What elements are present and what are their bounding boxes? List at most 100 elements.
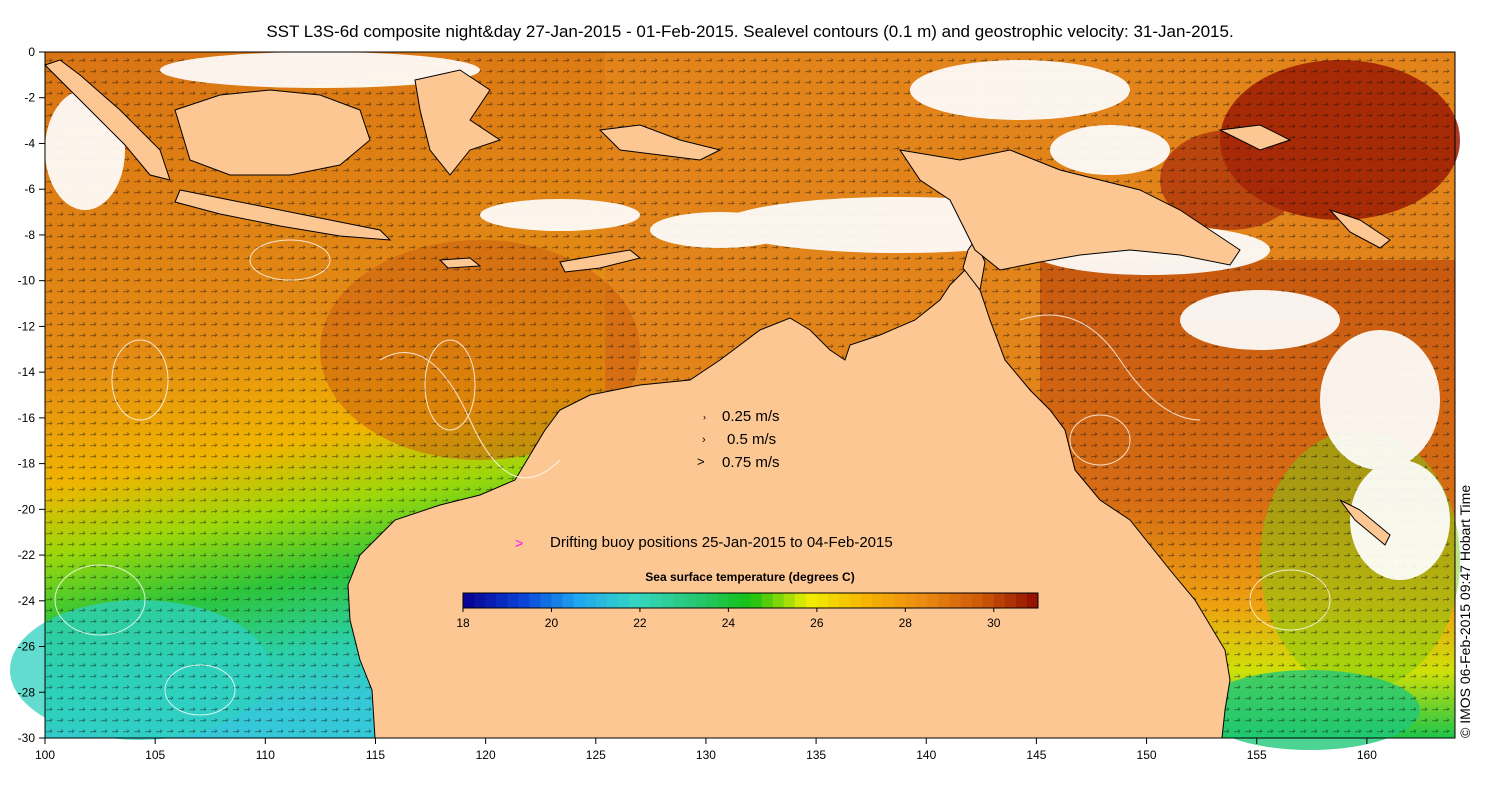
velocity-key-arrow: › bbox=[702, 434, 706, 446]
colorbar-cell bbox=[573, 593, 586, 608]
colorbar-cell bbox=[474, 593, 486, 608]
y-tick-label: -4 bbox=[24, 136, 35, 150]
colorbar-cell bbox=[684, 593, 696, 608]
y-tick-label: -12 bbox=[18, 319, 36, 333]
colorbar-cell bbox=[540, 593, 552, 608]
velocity-key-arrow: > bbox=[697, 454, 705, 469]
colorbar-cell bbox=[794, 593, 807, 608]
colorbar-cell bbox=[695, 593, 707, 608]
colorbar-tick-label: 22 bbox=[633, 616, 647, 630]
land-australia bbox=[347, 269, 1231, 739]
colorbar-cell bbox=[529, 593, 541, 608]
colorbar-cell bbox=[949, 593, 962, 608]
colorbar-frame bbox=[462, 592, 1039, 609]
y-tick-label: -26 bbox=[18, 640, 36, 654]
colorbar-cell bbox=[562, 593, 575, 608]
colorbar-cell bbox=[761, 593, 774, 608]
x-tick-label: 150 bbox=[1137, 748, 1157, 762]
y-tick-label: -2 bbox=[24, 91, 35, 105]
y-tick-label: -24 bbox=[18, 594, 36, 608]
colorbar-cell bbox=[1015, 593, 1028, 608]
x-tick-label: 125 bbox=[586, 748, 606, 762]
land-new-guinea bbox=[898, 149, 1241, 271]
colorbar-cell bbox=[982, 593, 995, 608]
colorbar-cell bbox=[827, 593, 840, 608]
x-tick-label: 100 bbox=[35, 748, 55, 762]
map-frame bbox=[44, 51, 1456, 739]
colorbar-cell bbox=[750, 593, 763, 608]
colorbar-scale bbox=[463, 593, 1039, 608]
colorbar-cell bbox=[706, 593, 718, 608]
colorbar-cell bbox=[551, 593, 564, 608]
colorbar-tick-label: 18 bbox=[456, 616, 470, 630]
colorbar-cell bbox=[617, 593, 630, 608]
colorbar-cell bbox=[883, 593, 895, 608]
y-tick-label: -14 bbox=[18, 365, 36, 379]
colorbar: Sea surface temperature (degrees C) 18 20… bbox=[456, 570, 1039, 630]
buoy-legend: > Drifting buoy positions 25-Jan-2015 to… bbox=[515, 534, 893, 551]
colorbar-cell bbox=[1026, 593, 1039, 608]
colorbar-cell bbox=[662, 593, 674, 608]
x-tick-label: 155 bbox=[1247, 748, 1267, 762]
velocity-key-arrow: › bbox=[703, 412, 706, 422]
colorbar-tick-label: 24 bbox=[722, 616, 736, 630]
y-tick-label: -18 bbox=[18, 457, 36, 471]
colorbar-cell bbox=[783, 593, 796, 608]
land-java bbox=[174, 189, 392, 241]
y-tick-label: -10 bbox=[18, 274, 36, 288]
y-tick-label: -22 bbox=[18, 548, 36, 562]
colorbar-cell bbox=[971, 593, 984, 608]
colorbar-cell bbox=[927, 593, 939, 608]
land-borneo bbox=[174, 89, 371, 176]
colorbar-cell bbox=[861, 593, 873, 608]
velocity-key-label-2: 0.5 m/s bbox=[727, 431, 776, 448]
y-tick-label: -8 bbox=[24, 228, 35, 242]
y-tick-label: -30 bbox=[18, 731, 36, 745]
land-sumatra bbox=[44, 59, 171, 181]
x-tick-label: 145 bbox=[1026, 748, 1046, 762]
x-tick-label: 130 bbox=[696, 748, 716, 762]
map-title: SST L3S-6d composite night&day 27-Jan-20… bbox=[266, 22, 1234, 41]
sealevel-contours bbox=[54, 239, 1331, 716]
colorbar-cell bbox=[717, 593, 729, 608]
colorbar-cell bbox=[993, 593, 1006, 608]
land-sulawesi bbox=[414, 69, 502, 176]
colorbar-cell bbox=[496, 593, 508, 608]
colorbar-tick-label: 30 bbox=[987, 616, 1001, 630]
colorbar-cell bbox=[728, 593, 740, 608]
colorbar-title: Sea surface temperature (degrees C) bbox=[645, 570, 854, 584]
colorbar-ticks: 18 20 22 24 26 28 30 bbox=[456, 608, 1001, 630]
x-tick-label: 120 bbox=[476, 748, 496, 762]
colorbar-cell bbox=[628, 593, 641, 608]
colorbar-cell bbox=[463, 593, 475, 608]
buoy-legend-label: Drifting buoy positions 25-Jan-2015 to 0… bbox=[550, 534, 893, 551]
land-halmahera-seram bbox=[598, 124, 722, 161]
map-plot-area bbox=[10, 51, 1460, 750]
colorbar-cell bbox=[606, 593, 619, 608]
land bbox=[44, 59, 1391, 739]
x-tick-label: 115 bbox=[366, 748, 385, 762]
x-axis: 100 105 110 115 120 125 130 135 140 145 150 155 160 bbox=[35, 738, 1377, 762]
colorbar-tick-label: 28 bbox=[899, 616, 913, 630]
colorbar-cell bbox=[739, 593, 751, 608]
colorbar-cell bbox=[772, 593, 785, 608]
colorbar-cell bbox=[1004, 593, 1017, 608]
colorbar-tick-label: 20 bbox=[545, 616, 559, 630]
colorbar-cell bbox=[595, 593, 608, 608]
colorbar-cell bbox=[916, 593, 928, 608]
y-axis: 0 -2 -4 -6 -8 -10 -12 -14 -16 -18 -20 -22 -24 -26 -28 -… bbox=[18, 45, 45, 745]
land-solomons bbox=[1328, 208, 1391, 249]
velocity-key-label-1: 0.25 m/s bbox=[722, 408, 780, 425]
velocity-key: › 0.25 m/s › 0.5 m/s > 0.75 m/s bbox=[697, 408, 780, 471]
colorbar-cell bbox=[816, 593, 829, 608]
land-sumba bbox=[438, 257, 482, 269]
colorbar-cell bbox=[850, 593, 862, 608]
colorbar-cell bbox=[639, 593, 652, 608]
colorbar-cell bbox=[518, 593, 530, 608]
land-new-britain bbox=[1218, 124, 1292, 151]
x-tick-label: 110 bbox=[256, 748, 275, 762]
colorbar-cell bbox=[872, 593, 884, 608]
x-tick-label: 105 bbox=[145, 748, 165, 762]
y-tick-label: -20 bbox=[18, 502, 36, 516]
